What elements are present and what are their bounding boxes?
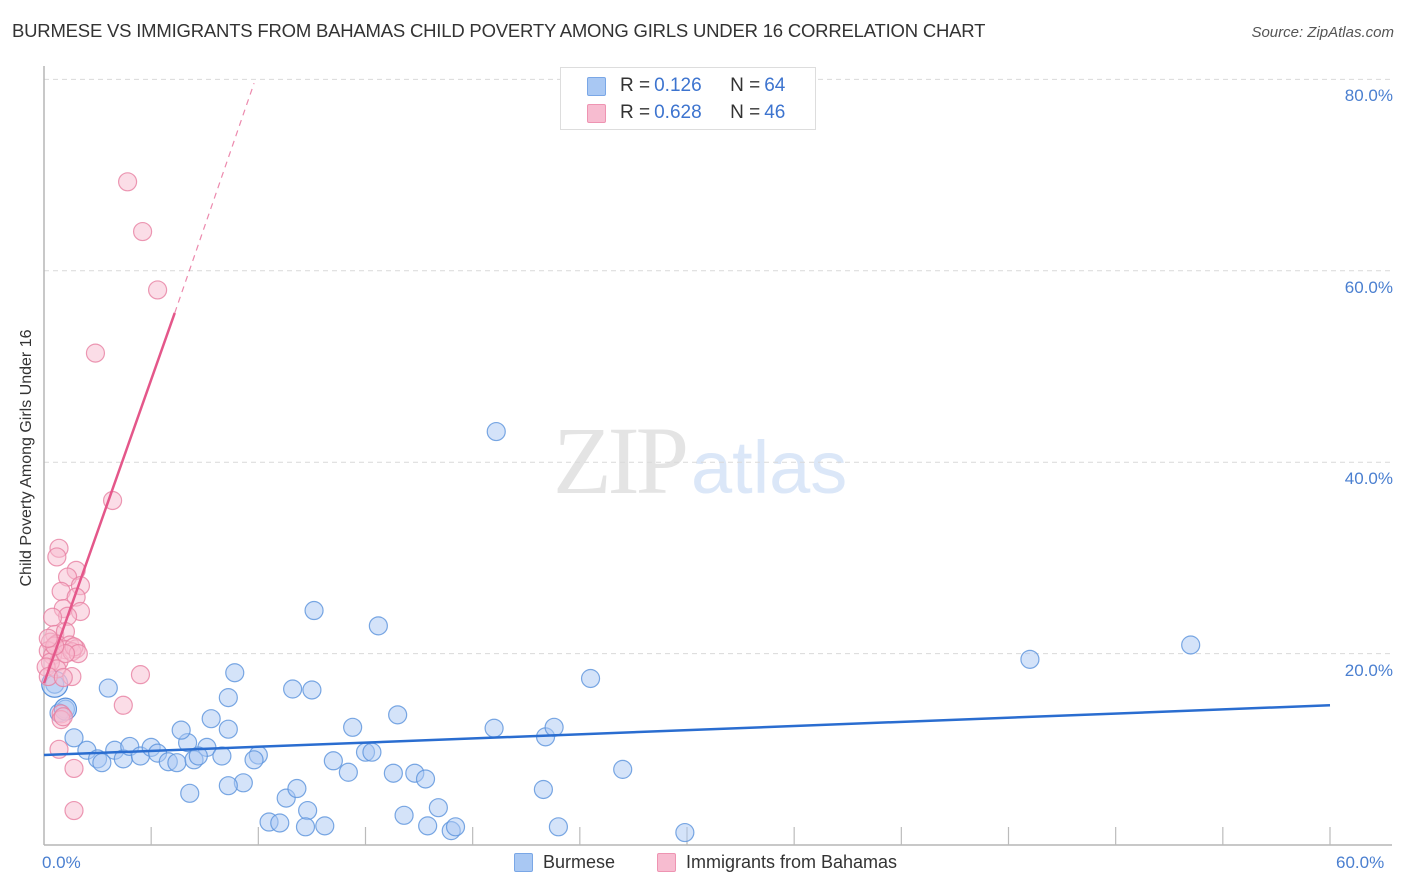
y-tick-label: 80.0% — [1344, 86, 1393, 106]
gridlines — [44, 78, 1392, 655]
legend-row-bahamas: R = 0.628 N = 46 — [587, 102, 785, 124]
r-value: 0.628 — [654, 102, 702, 123]
y-tick-label: 40.0% — [1344, 469, 1393, 489]
legend-label-bahamas: Immigrants from Bahamas — [686, 852, 898, 872]
legend-row-burmese: R = 0.126 N = 64 — [587, 75, 785, 97]
y-tick-label: 20.0% — [1344, 660, 1393, 680]
burmese-points — [41, 421, 1201, 843]
n-value: 64 — [764, 75, 786, 96]
legend-label-burmese: Burmese — [543, 852, 616, 872]
n-label: N = — [730, 75, 761, 96]
x-tick-max: 60.0% — [1336, 853, 1385, 872]
axes — [43, 66, 1392, 846]
bahamas-swatch — [587, 103, 606, 123]
bottom-legend-burmese: Burmese — [514, 852, 615, 873]
source-credit: Source: ZipAtlas.com — [1251, 24, 1394, 41]
y-tick-label: 60.0% — [1344, 277, 1393, 297]
chart-title: BURMESE VS IMMIGRANTS FROM BAHAMAS CHILD… — [12, 20, 986, 41]
bahamas-swatch — [657, 853, 676, 872]
r-value: 0.126 — [654, 75, 702, 96]
y-axis-label: Child Poverty Among Girls Under 16 — [18, 329, 35, 587]
trend-lines — [42, 83, 1331, 757]
r-label: R = — [620, 102, 651, 123]
bottom-legend-bahamas: Immigrants from Bahamas — [657, 852, 897, 873]
n-value: 46 — [764, 102, 786, 123]
bahamas-points — [36, 172, 168, 821]
correlation-legend: R = 0.126 N = 64 R = 0.628 N = 46 — [560, 67, 816, 130]
burmese-swatch — [587, 76, 606, 96]
n-label: N = — [730, 102, 761, 123]
x-tick-min: 0.0% — [42, 853, 81, 872]
r-label: R = — [620, 75, 651, 96]
burmese-swatch — [514, 853, 533, 872]
